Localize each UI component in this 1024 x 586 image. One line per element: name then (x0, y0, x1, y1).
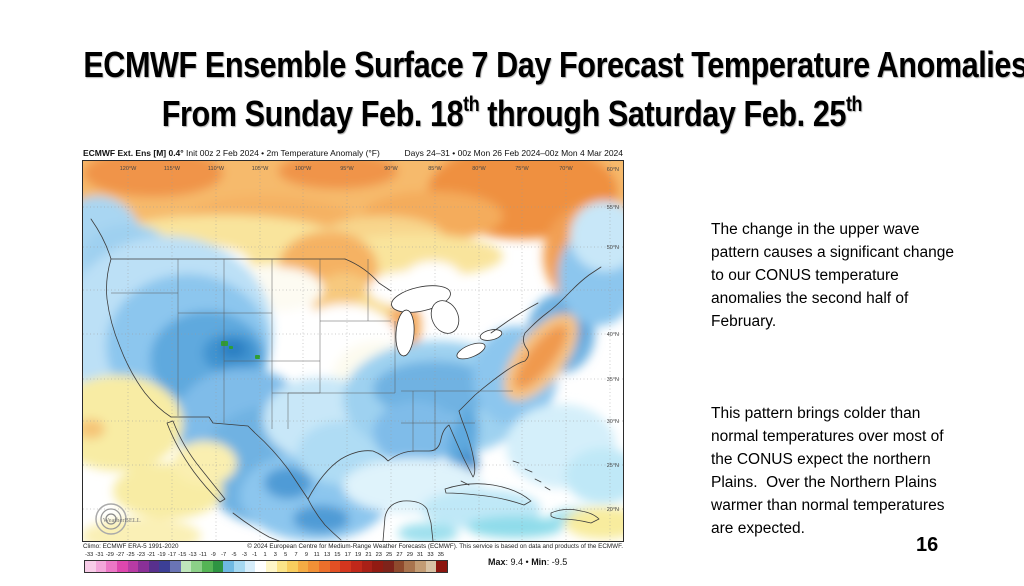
svg-text:35°N: 35°N (607, 377, 619, 383)
svg-text:25°N: 25°N (607, 463, 619, 469)
map-footer-copyright: © 2024 European Centre for Medium-Range … (247, 543, 623, 550)
svg-text:105°W: 105°W (252, 166, 269, 172)
latitude-labels: 60°N 55°N 50°N 40°N 35°N 30°N 25°N 20°N (607, 167, 619, 513)
temperature-anomaly-map: WeatherBELL 120°W 115°W 110°W 105°W 100°… (53, 143, 653, 554)
anomaly-field (53, 143, 653, 554)
superscript-th: th (463, 93, 480, 116)
svg-text:70°W: 70°W (559, 166, 573, 172)
map-header: ECMWF Ext. Ens [M] 0.4° Init 00z 2 Feb 2… (82, 146, 624, 160)
svg-text:80°W: 80°W (472, 166, 486, 172)
longitude-labels: 120°W 115°W 110°W 105°W 100°W 95°W 90°W … (120, 166, 574, 172)
page-number: 16 (916, 534, 939, 556)
notes-text-block: The change in the upper wave pattern cau… (711, 172, 969, 586)
svg-text:110°W: 110°W (208, 166, 225, 172)
svg-text:115°W: 115°W (164, 166, 181, 172)
svg-text:60°N: 60°N (607, 167, 619, 173)
slide-title: ECMWF Ensemble Surface 7 Day Forecast Te… (0, 44, 1024, 135)
state-boundaries (111, 259, 513, 452)
svg-text:90°W: 90°W (384, 166, 398, 172)
notes-paragraph-1: The change in the upper wave pattern cau… (711, 221, 959, 330)
svg-text:75°W: 75°W (515, 166, 529, 172)
svg-text:50°N: 50°N (607, 245, 619, 251)
map-footer-climo: Climo: ECMWF ERA-5 1991-2020 (83, 543, 179, 550)
notes-paragraph-2: This pattern brings colder than normal t… (711, 405, 949, 537)
svg-text:95°W: 95°W (340, 166, 354, 172)
colorbar: -33 -31 -29 -27 -25 -23 -21 -19 -17 -15 -13 -11 -9 -7… (82, 552, 622, 576)
weather-map-figure: ECMWF Ext. Ens [M] 0.4° Init 00z 2 Feb 2… (53, 143, 653, 576)
cold-extreme-specks (221, 341, 260, 359)
map-canvas: WeatherBELL 120°W 115°W 110°W 105°W 100°… (53, 143, 653, 554)
svg-text:30°N: 30°N (607, 419, 619, 425)
superscript-th: th (846, 93, 863, 116)
map-footer: Climo: ECMWF ERA-5 1991-2020 © 2024 Euro… (82, 542, 624, 551)
colorbar-labels: -33 -31 -29 -27 -25 -23 -21 -19 -17 -15 -13 -11 -9 -7… (85, 552, 444, 558)
colorbar-cells (84, 560, 448, 573)
map-header-left: ECMWF Ext. Ens [M] 0.4° Init 00z 2 Feb 2… (83, 148, 380, 158)
coastlines (90, 218, 602, 542)
svg-text:20°N: 20°N (607, 507, 619, 513)
svg-text:40°N: 40°N (607, 332, 619, 338)
great-lakes (391, 285, 503, 360)
svg-text:WeatherBELL: WeatherBELL (103, 517, 141, 524)
svg-text:120°W: 120°W (120, 166, 137, 172)
map-header-right: Days 24–31 • 00z Mon 26 Feb 2024–00z Mon… (404, 148, 623, 158)
slide-title-line1: ECMWF Ensemble Surface 7 Day Forecast Te… (83, 44, 1024, 85)
svg-text:85°W: 85°W (428, 166, 442, 172)
colorbar-maxmin: Max: 9.4 • Min: -9.5 (488, 557, 568, 567)
weatherbell-logo: WeatherBELL (95, 503, 141, 535)
svg-text:55°N: 55°N (607, 205, 619, 211)
svg-text:100°W: 100°W (295, 166, 312, 172)
slide-title-line2: From Sunday Feb. 18th through Saturday F… (161, 93, 863, 134)
